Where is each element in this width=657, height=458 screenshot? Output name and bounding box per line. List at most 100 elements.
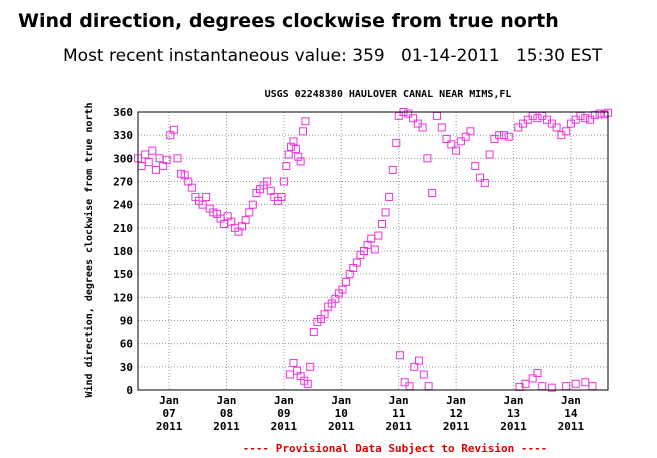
y-tick-label: 240 [113,199,133,212]
y-tick-label: 0 [126,384,133,397]
data-point [301,117,310,126]
data-point [202,192,211,201]
data-point [418,123,427,132]
y-ticks: 0 30 60 90 120 150 180 210 240 270 300 330 360 [113,106,133,397]
data-point [284,150,293,159]
x-ticks: Jan 07 2011 Jan 08 2011 Jan 09 2011 Jan 10 2011 Jan 1… [156,394,585,433]
y-tick-label: 330 [113,129,133,142]
data-point [466,127,475,136]
data-point [377,219,386,228]
data-point [499,131,508,140]
data-point [137,162,146,171]
data-point [263,177,272,186]
x-tick-label: Jan 10 2011 [328,394,355,433]
data-point [562,127,571,136]
data-point [562,382,571,391]
data-point [581,114,590,123]
x-tick-label: Jan 08 2011 [213,394,240,433]
data-point [279,177,288,186]
data-point [173,154,182,163]
data-point [586,115,595,124]
recent-value: 359 [352,46,385,66]
x-tick-label: Jan 14 2011 [558,394,585,433]
data-point [452,146,461,155]
grid-layer [138,111,608,391]
data-point [471,162,480,171]
recent-date: 01-14-2011 [400,46,500,66]
y-tick-label: 120 [113,291,133,304]
data-point [447,140,456,149]
data-point [320,310,329,319]
data-point [388,165,397,174]
y-tick-label: 300 [113,152,133,165]
data-point [151,165,160,174]
data-point [409,114,418,123]
provisional-note: ---- Provisional Data Subject to Revisio… [243,442,548,455]
data-point [309,328,318,337]
page-title: Wind direction, degrees clockwise from t… [18,10,559,32]
y-tick-label: 360 [113,106,133,119]
data-point [476,173,485,182]
data-point [395,351,404,360]
data-point [437,123,446,132]
data-point [282,162,291,171]
data-point [571,379,580,388]
data-point [428,189,437,198]
y-tick-label: 210 [113,222,133,235]
data-point [370,245,379,254]
data-point [415,356,424,365]
data-point [162,155,171,164]
y-axis-label: Wind direction, degrees clockwise from t… [83,102,95,397]
data-point [148,146,157,155]
data-point [241,216,250,225]
data-point [404,109,413,118]
data-point [461,132,470,141]
data-point [533,114,542,123]
data-point [285,370,294,379]
data-point [528,374,537,383]
data-points [134,108,612,392]
data-point [533,369,542,378]
data-point [169,125,178,134]
data-point [381,208,390,217]
data-point [485,150,494,159]
data-point [342,277,351,286]
x-tick-label: Jan 12 2011 [443,394,470,433]
data-point [277,192,286,201]
x-tick-label: Jan 13 2011 [500,394,527,433]
data-point [287,142,296,151]
data-point [187,183,196,192]
data-point [432,111,441,120]
y-tick-label: 180 [113,245,133,258]
data-point [423,154,432,163]
data-point [547,383,556,392]
data-point [588,382,597,391]
data-point [306,362,315,371]
recent-time: 15:30 EST [515,46,603,66]
data-point [538,382,547,391]
x-tick-label: Jan 11 2011 [385,394,412,433]
data-point [374,231,383,240]
data-point [419,370,428,379]
data-point [248,200,257,209]
data-point [595,109,604,118]
y-tick-label: 270 [113,176,133,189]
recent-value-line: Most recent instantaneous value: 359 01-… [63,46,602,66]
data-point [480,179,489,188]
data-point [521,379,530,388]
recent-value-label: Most recent instantaneous value: [63,46,347,66]
data-point [552,123,561,132]
data-point [296,157,305,166]
data-point [294,152,303,161]
data-point [442,135,451,144]
data-point [352,258,361,267]
y-tick-label: 90 [120,315,133,328]
data-point [504,132,513,141]
data-point [456,137,465,146]
data-point [289,137,298,146]
data-point [144,158,153,167]
data-point [291,145,300,154]
data-point [385,192,394,201]
data-point [245,208,254,217]
